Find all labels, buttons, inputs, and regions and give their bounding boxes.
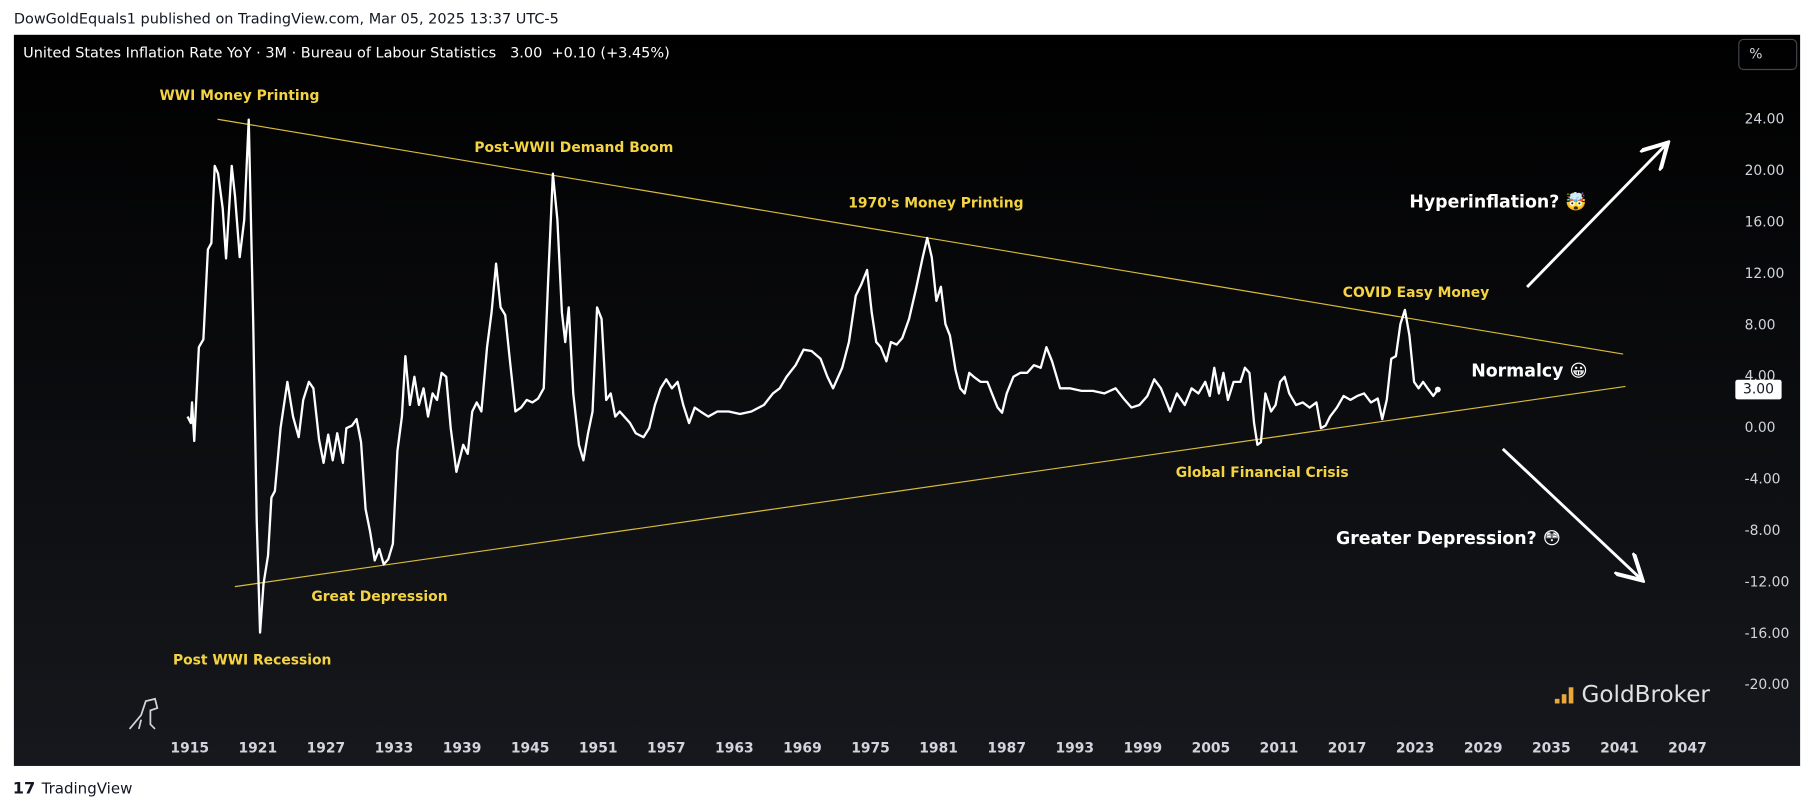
chart-panel (13, 34, 1801, 766)
footer-logo: 17 (13, 779, 36, 798)
x-tick-label: 1939 (443, 741, 482, 757)
x-tick-label: 2011 (1260, 741, 1299, 757)
chart-title: United States Inflation Rate YoY · 3M · … (23, 45, 670, 61)
annotation: Great Depression (311, 589, 447, 605)
x-tick-label: 2029 (1464, 741, 1503, 757)
annotation: WWI Money Printing (159, 88, 319, 104)
annotation: Global Financial Crisis (1176, 465, 1349, 481)
logo-icon (128, 697, 159, 730)
annotation: Greater Depression? 😳 (1336, 529, 1561, 549)
y-tick-label: -16.00 (1745, 626, 1790, 642)
last-value-label: 3.00 (1743, 382, 1774, 398)
last-point (1434, 386, 1441, 393)
annotation: Post-WWII Demand Boom (474, 140, 673, 156)
y-tick-label: 12.00 (1745, 266, 1785, 282)
x-tick-label: 1921 (239, 741, 278, 757)
y-tick-label: 24.00 (1745, 112, 1785, 128)
y-tick-label: -4.00 (1745, 472, 1781, 488)
x-tick-label: 1993 (1055, 741, 1094, 757)
y-tick-label: 20.00 (1745, 163, 1785, 179)
last-value: 3.00 (510, 45, 542, 61)
footer: TradingView (41, 780, 133, 798)
lower-trendline (234, 385, 1626, 588)
x-tick-label: 2035 (1532, 741, 1571, 757)
x-tick-label: 1927 (307, 741, 346, 757)
watermark-text: GoldBroker (1581, 682, 1710, 708)
y-tick-label: 16.00 (1745, 214, 1785, 230)
series-line (186, 118, 1439, 634)
x-tick-label: 2047 (1668, 741, 1707, 757)
x-tick-label: 1933 (375, 741, 414, 757)
change: +0.10 (+3.45%) (552, 45, 670, 61)
publisher: DowGoldEquals1 published on TradingView.… (14, 12, 559, 28)
x-tick-label: 2023 (1396, 741, 1435, 757)
y-tick-label: -8.00 (1745, 523, 1781, 539)
x-tick-label: 1957 (647, 741, 686, 757)
annotation: 1970's Money Printing (848, 196, 1023, 212)
title: United States Inflation Rate YoY · 3M · … (23, 45, 496, 61)
annotation: COVID Easy Money (1343, 285, 1490, 301)
x-tick-label: 1987 (987, 741, 1026, 757)
x-tick-label: 1945 (511, 741, 550, 757)
x-tick-label: 1951 (579, 741, 618, 757)
upper-trendline (217, 118, 1624, 355)
y-tick-label: 0.00 (1745, 420, 1776, 436)
annotation: Post WWI Recession (173, 653, 331, 669)
x-tick-label: 1999 (1124, 741, 1163, 757)
y-tick-label: -20.00 (1745, 677, 1790, 693)
y-tick-label: 8.00 (1745, 317, 1776, 333)
x-tick-label: 1981 (919, 741, 958, 757)
last-value-box (1735, 379, 1782, 400)
down-arrow (1501, 447, 1641, 579)
annotation: Hyperinflation? 🤯 (1409, 192, 1587, 213)
x-tick-label: 2005 (1192, 741, 1231, 757)
up-arrow (1526, 145, 1666, 289)
x-tick-label: 1963 (715, 741, 754, 757)
x-tick-label: 2041 (1600, 741, 1639, 757)
unit-button-label[interactable]: % (1749, 46, 1762, 62)
y-tick-label: -12.00 (1745, 574, 1790, 590)
annotation: Normalcy 😀 (1471, 361, 1587, 381)
x-tick-label: 1915 (170, 741, 209, 757)
x-tick-label: 1975 (851, 741, 890, 757)
unit-button[interactable] (1738, 38, 1798, 71)
x-tick-label: 2017 (1328, 741, 1367, 757)
watermark: GoldBroker (1554, 682, 1710, 708)
x-tick-label: 1969 (783, 741, 822, 757)
